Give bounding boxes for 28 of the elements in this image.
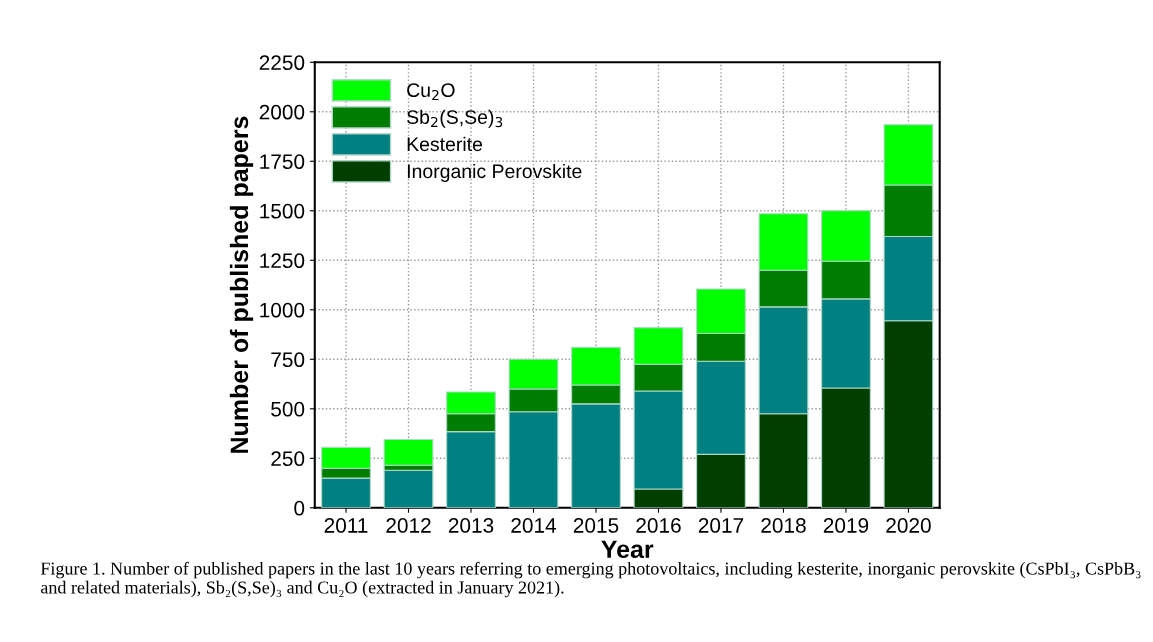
y-axis-title: Number of published papers bbox=[229, 116, 254, 453]
legend-label: Inorganic Perovskite bbox=[407, 163, 582, 182]
x-tick-label: 2015 bbox=[573, 518, 619, 533]
y-tick-label: 750 bbox=[271, 352, 305, 368]
y-tick-label: 250 bbox=[271, 451, 305, 467]
x-tick-label: 2016 bbox=[636, 518, 681, 533]
x-tick-label: 2011 bbox=[324, 518, 368, 533]
x-tick-label: 2014 bbox=[511, 518, 557, 533]
y-tick-label: 2000 bbox=[259, 104, 305, 120]
y-tick-label: 2250 bbox=[259, 55, 305, 71]
legend-label: Kesterite bbox=[407, 136, 483, 152]
x-tick-label: 2017 bbox=[698, 518, 744, 533]
x-tick-label: 2018 bbox=[761, 518, 806, 533]
x-tick-label: 2019 bbox=[823, 518, 869, 533]
y-tick-label: 0 bbox=[294, 500, 305, 516]
x-axis-title: Year bbox=[601, 540, 654, 559]
y-tick-label: 500 bbox=[271, 401, 305, 417]
caption: Figure 1. Number of published papers in the last 10 years referring to emerging photovoltaics, including kesterite, inorganic perovskite (CsPbI₃, CsPbB₃ and related materials), Sb₂(S,Se)₃ and Cu₂O (extracted in January 2021). bbox=[40, 561, 1141, 598]
x-tick-label: 2020 bbox=[886, 518, 931, 533]
y-tick-label: 1250 bbox=[260, 253, 305, 269]
x-tick-label: 2012 bbox=[386, 518, 431, 533]
y-tick-label: 1750 bbox=[260, 154, 305, 170]
y-tick-label: 1500 bbox=[260, 203, 305, 219]
y-tick-label: 1000 bbox=[260, 302, 305, 318]
x-tick-label: 2013 bbox=[448, 518, 494, 533]
bar bbox=[383, 469, 434, 508]
legend-label: Cu$_{2}$O bbox=[407, 83, 455, 101]
legend-label: Sb$_{2}$(S,Se)$_{3}$ bbox=[407, 109, 503, 128]
